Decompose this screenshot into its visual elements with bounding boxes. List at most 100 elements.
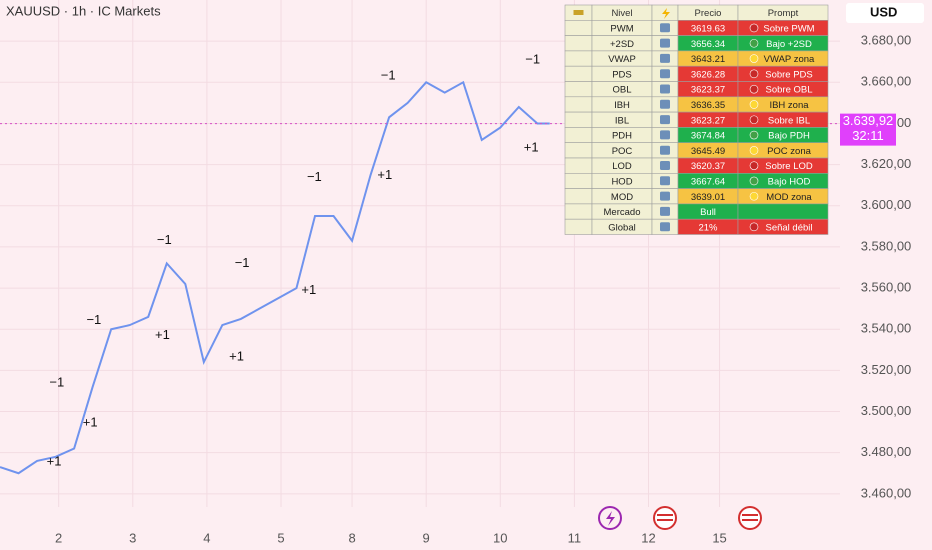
level-price: Bull	[700, 207, 716, 218]
signal-label: +1	[524, 139, 539, 154]
signal-label: −1	[157, 232, 172, 247]
signal-label: +1	[377, 167, 392, 182]
level-price: 21%	[698, 222, 718, 233]
arrow-icon	[660, 191, 670, 201]
x-tick-label: 10	[493, 530, 507, 545]
table-cell	[737, 203, 829, 220]
x-tick-label: 4	[203, 530, 210, 545]
icon-stripe	[657, 514, 673, 516]
level-price: 3639.01	[691, 192, 725, 203]
table-cell	[564, 50, 593, 67]
signal-label: −1	[307, 169, 322, 184]
icon[interactable]	[598, 506, 622, 530]
level-prompt: MOD zona	[766, 192, 812, 203]
arrow-icon	[660, 115, 670, 125]
x-tick-label: 15	[712, 530, 726, 545]
status-dot	[749, 69, 759, 79]
table-cell	[564, 111, 593, 128]
y-tick-label: 3.600,00	[861, 197, 912, 212]
table-cell	[564, 203, 593, 220]
x-tick-label: 3	[129, 530, 136, 545]
table-cell	[564, 96, 593, 113]
x-tick-label: 2	[55, 530, 62, 545]
level-name: +2SD	[610, 39, 634, 50]
arrow-icon	[660, 130, 670, 140]
level-name: PDS	[612, 69, 632, 80]
level-prompt: Bajo PDH	[768, 131, 810, 142]
level-price: 3643.21	[691, 54, 725, 65]
table-cell	[564, 127, 593, 144]
y-tick-label: 3.540,00	[861, 321, 912, 336]
table-cell	[564, 218, 593, 235]
key-icon	[573, 10, 584, 15]
level-price: 3667.64	[691, 176, 725, 187]
table-header: Nivel	[611, 8, 632, 19]
level-table: Nivel Precio Prompt PWM 3619.63 Sobre PWM +2SD…	[564, 4, 829, 235]
signal-label: −1	[381, 68, 396, 83]
arrow-icon	[660, 161, 670, 170]
status-dot	[749, 38, 759, 48]
status-dot	[749, 54, 759, 63]
icon[interactable]	[653, 506, 677, 530]
level-prompt: Señal débil	[765, 222, 812, 233]
x-tick-label: 11	[568, 530, 582, 545]
level-prompt: IBH zona	[769, 100, 809, 111]
y-tick-label: 3.580,00	[861, 238, 912, 253]
level-price: 3656.34	[691, 39, 725, 50]
level-prompt: POC zona	[767, 146, 812, 157]
currency[interactable]: USD	[870, 4, 897, 19]
x-tick-label: 8	[348, 530, 355, 545]
y-tick-label: 3.500,00	[861, 403, 912, 418]
x-tick-label: 12	[641, 530, 655, 545]
table-header: Precio	[695, 8, 722, 19]
level-price: 3623.37	[691, 85, 725, 96]
icon-stripe	[742, 519, 758, 521]
table-cell	[564, 173, 593, 189]
signal-label: −1	[49, 375, 64, 390]
level-name: MOD	[611, 192, 633, 203]
icon-stripe	[742, 514, 758, 516]
level-prompt: Sobre PWM	[763, 23, 814, 34]
signal-label: +1	[83, 414, 98, 429]
level-prompt: Sobre PDS	[765, 69, 813, 80]
signal-label: +1	[229, 349, 244, 364]
level-name: LOD	[612, 161, 632, 172]
table-cell	[564, 81, 593, 98]
y-tick-label: 3.520,00	[861, 362, 912, 377]
level-name: IBH	[614, 100, 630, 111]
table-cell	[564, 142, 593, 159]
level-prompt: Sobre IBL	[768, 115, 810, 126]
status-dot	[749, 222, 759, 232]
table-cell	[564, 157, 593, 174]
arrow-icon	[660, 145, 670, 155]
level-name: OBL	[612, 85, 631, 96]
signal-label: +1	[155, 327, 170, 342]
table-cell	[564, 35, 593, 52]
countdown: 32:11	[852, 128, 884, 143]
table-header: Prompt	[768, 8, 799, 19]
level-name: PWM	[610, 23, 633, 34]
arrow-icon	[660, 99, 670, 109]
level-name: VWAP	[608, 54, 636, 65]
table-cell	[564, 188, 593, 205]
level-name: HOD	[611, 176, 632, 187]
arrow-icon	[660, 176, 670, 186]
level-price: 3626.28	[691, 69, 725, 80]
level-price: 3636.35	[691, 100, 725, 111]
signal-label: −1	[235, 255, 250, 270]
last-price-label: 3.639,92	[843, 113, 894, 128]
signal-label: −1	[86, 312, 101, 327]
signal-label: +1	[47, 453, 62, 468]
level-name: Global	[608, 222, 635, 233]
icon[interactable]	[738, 506, 762, 530]
bolt-icon	[662, 8, 670, 19]
bottom-icons	[598, 506, 762, 530]
arrow-icon	[660, 69, 670, 79]
arrow-icon	[660, 206, 670, 216]
status-dot	[749, 146, 759, 155]
status-dot	[749, 176, 759, 186]
icon-bolt	[606, 511, 615, 526]
level-name: IBL	[615, 115, 629, 126]
currency-box[interactable]	[846, 3, 924, 23]
